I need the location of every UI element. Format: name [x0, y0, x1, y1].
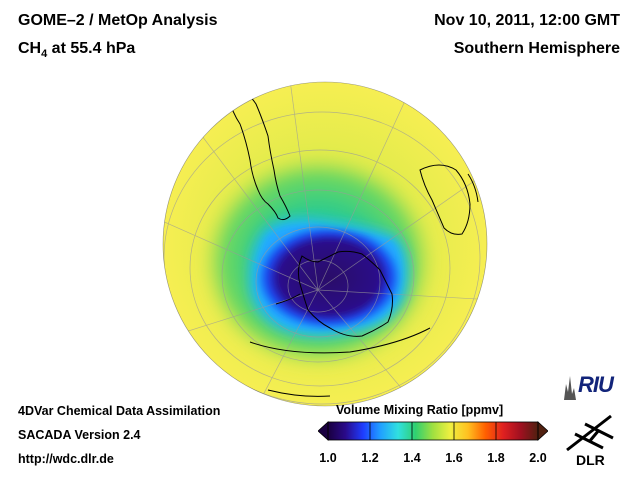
hemisphere-label: Southern Hemisphere	[453, 40, 620, 57]
colorbar-title: Volume Mixing Ratio [ppmv]	[336, 403, 504, 417]
australia-edge	[249, 327, 431, 354]
dlr-logo-mark	[566, 414, 614, 452]
map-title: GOME–2 / MetOp Analysis	[18, 12, 218, 29]
colorbar-ticks	[327, 422, 539, 440]
south-america-coast	[227, 87, 291, 221]
dlr-logo: DLR	[576, 452, 605, 468]
colorbar-tick-label: 1.6	[445, 451, 463, 465]
south-america-west-coast	[185, 107, 215, 121]
new-zealand-edge	[267, 389, 331, 397]
colorbar-under-arrow	[318, 421, 329, 441]
polar-vortex-low-ch4	[257, 225, 401, 330]
dlr-logo-icon	[566, 414, 614, 452]
version-label: SACADA Version 2.4	[18, 428, 141, 442]
colorbar-tick-label: 2.0	[529, 451, 547, 465]
antarctica-coast	[297, 250, 393, 337]
madagascar-coast	[467, 173, 479, 203]
antarctic-peninsula	[275, 293, 301, 305]
colorbar-gradient	[327, 421, 539, 441]
datetime-label: Nov 10, 2011, 12:00 GMT	[434, 12, 620, 29]
colorbar-tick-label: 1.0	[319, 451, 337, 465]
riu-logo-icon	[564, 376, 576, 400]
globe-outline	[162, 81, 488, 407]
colorbar-tick-label: 1.8	[487, 451, 505, 465]
colorbar	[318, 421, 548, 441]
assimilation-label: 4DVar Chemical Data Assimilation	[18, 404, 221, 418]
africa-coast	[419, 164, 471, 235]
species-label: CH4 at 55.4 hPa	[18, 40, 136, 61]
coastlines	[185, 87, 479, 397]
colorbar-over-arrow	[537, 421, 548, 441]
colorbar-tick-label: 1.4	[403, 451, 421, 465]
riu-logo-mark	[564, 376, 576, 400]
colorbar-tick-label: 1.2	[361, 451, 379, 465]
riu-logo: RIU	[578, 372, 614, 397]
url-link[interactable]: http://wdc.dlr.de	[18, 452, 114, 466]
